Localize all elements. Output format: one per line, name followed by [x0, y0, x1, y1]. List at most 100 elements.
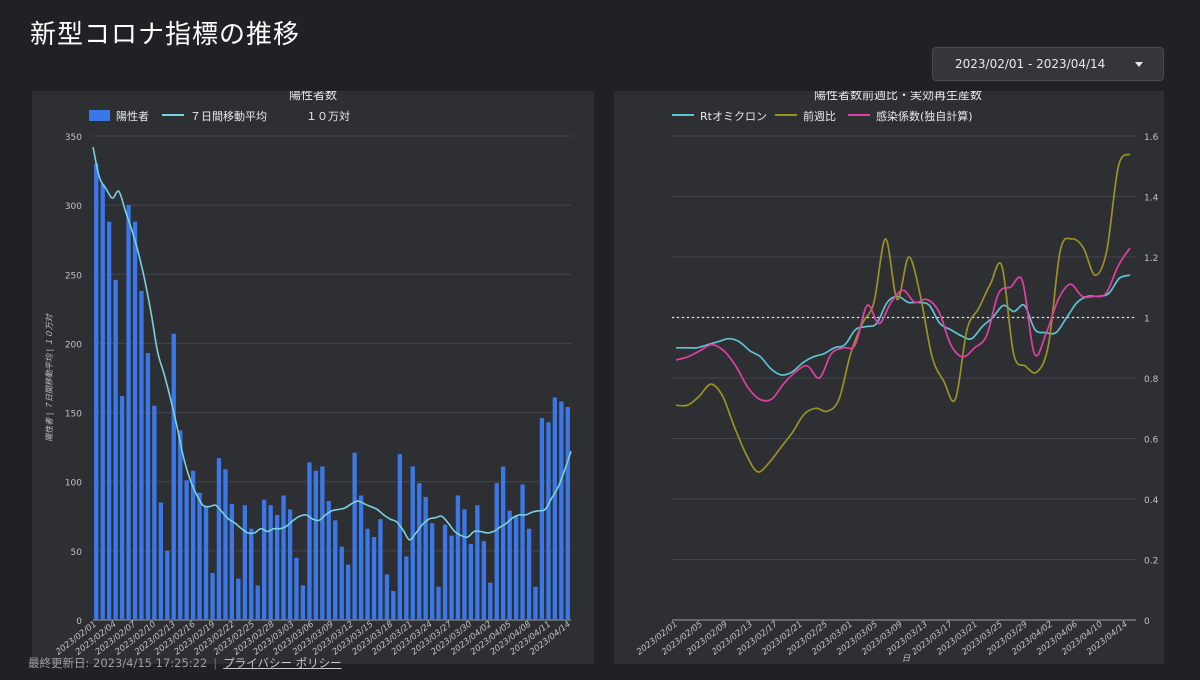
moving-average-line	[92, 146, 572, 541]
bar	[326, 501, 331, 620]
bar	[559, 401, 564, 620]
bar	[320, 466, 325, 620]
bar	[384, 574, 390, 620]
bar	[203, 506, 209, 620]
bar	[107, 221, 112, 620]
bar	[365, 528, 370, 620]
bar	[139, 290, 144, 620]
bar	[268, 505, 273, 620]
chart-title: 陽性者数	[289, 91, 337, 102]
bar	[462, 509, 467, 620]
bar	[546, 422, 551, 620]
week-ratio-rt-chart: 陽性者数前週比・実効再生産数 Rtオミクロン 前週比 感染係数(独自計算) 0 0.2 0.…	[635, 87, 1159, 664]
bar	[210, 573, 215, 620]
bar	[430, 523, 435, 620]
bar	[216, 458, 222, 620]
date-range-picker[interactable]: 2023/02/01 - 2023/04/14	[932, 47, 1164, 81]
y-tick-label: 0	[1144, 617, 1150, 627]
bar	[255, 585, 260, 620]
bar	[262, 499, 267, 620]
y-tick-label: 0.4	[1144, 496, 1159, 506]
y-tick-label: 1.2	[1144, 254, 1158, 264]
y-tick-label: 1.4	[1144, 194, 1159, 204]
bar	[281, 495, 286, 620]
bar	[481, 541, 486, 620]
bar	[242, 505, 247, 620]
legend-rt-label: Rtオミクロン	[700, 110, 767, 123]
bar	[358, 495, 364, 620]
page-title: 新型コロナ指標の推移	[30, 20, 301, 50]
dropdown-caret-icon	[1135, 62, 1143, 67]
bar	[475, 505, 480, 620]
bar	[113, 279, 118, 620]
bar	[488, 582, 493, 620]
footer: 最終更新日: 2023/4/15 17:25:22 | プライバシー ポリシー	[28, 656, 342, 670]
y-tick-label: 0.2	[1144, 557, 1158, 567]
bar	[346, 564, 351, 620]
bar	[100, 184, 105, 620]
bar	[171, 333, 176, 620]
bar	[539, 418, 545, 620]
bar	[552, 397, 557, 620]
bar	[145, 353, 151, 620]
bar	[410, 466, 415, 620]
bar	[191, 470, 196, 620]
bar	[94, 163, 99, 620]
bar	[494, 483, 499, 620]
bar	[197, 492, 202, 620]
bar	[229, 503, 234, 620]
bar	[404, 556, 409, 620]
y-tick-label: 0.8	[1144, 375, 1159, 385]
bar	[352, 452, 357, 620]
bar	[132, 221, 138, 620]
bar	[287, 509, 293, 620]
legend-infection-coef-label: 感染係数(独自計算)	[876, 109, 973, 123]
y-axis-label: 陽性者 | ７日間移動平均 | １０万対	[45, 313, 54, 442]
bar	[249, 528, 254, 620]
bar	[178, 430, 183, 620]
bar	[126, 205, 131, 620]
bar	[391, 591, 396, 620]
bar	[423, 496, 428, 620]
privacy-policy-link[interactable]: プライバシー ポリシー	[223, 656, 342, 670]
bar	[442, 524, 448, 620]
bar	[236, 578, 241, 620]
chart-legend: 陽性者 ７日間移動平均 １０万対	[89, 109, 350, 123]
bar	[313, 470, 318, 620]
bar	[565, 407, 570, 620]
bar	[417, 483, 422, 620]
bar	[449, 535, 454, 620]
bar	[378, 519, 383, 620]
y-tick-label: 1.6	[1144, 133, 1159, 143]
bar	[455, 495, 461, 620]
week-ratio-line	[675, 153, 1131, 473]
bar	[397, 454, 402, 620]
bar	[501, 466, 506, 620]
bar	[507, 510, 512, 620]
bar	[436, 586, 441, 620]
rt-omicron-line	[675, 274, 1131, 376]
bar	[339, 546, 344, 620]
chart-title: 陽性者数前週比・実効再生産数	[814, 91, 982, 102]
bar	[371, 537, 377, 620]
week-ratio-chart-panel: 陽性者数前週比・実効再生産数 Rtオミクロン 前週比 感染係数(独自計算) 0 0.2 0.…	[614, 87, 1164, 664]
bar	[526, 528, 532, 620]
y-tick-label: 100	[65, 479, 82, 489]
y-tick-label: 50	[71, 548, 83, 558]
bar	[275, 514, 280, 620]
bar	[520, 484, 525, 620]
bar	[468, 543, 473, 620]
bar	[333, 520, 338, 620]
y-tick-label: 200	[65, 340, 82, 350]
date-range-value: 2023/02/01 - 2023/04/14	[955, 57, 1106, 71]
bar	[294, 557, 299, 620]
y-tick-label: 1	[1144, 315, 1150, 325]
legend-label-positive: 陽性者	[116, 109, 149, 123]
bar	[184, 480, 189, 620]
y-tick-label: 350	[65, 133, 82, 143]
positive-cases-chart-panel: 陽性者数 陽性者 ７日間移動平均 １０万対 0 50 100 150 200 250 300 350 陽…	[32, 87, 594, 664]
legend-label-avg: ７日間移動平均	[190, 109, 267, 123]
y-tick-label: 0	[76, 617, 82, 627]
legend-swatch-positive	[89, 110, 110, 121]
